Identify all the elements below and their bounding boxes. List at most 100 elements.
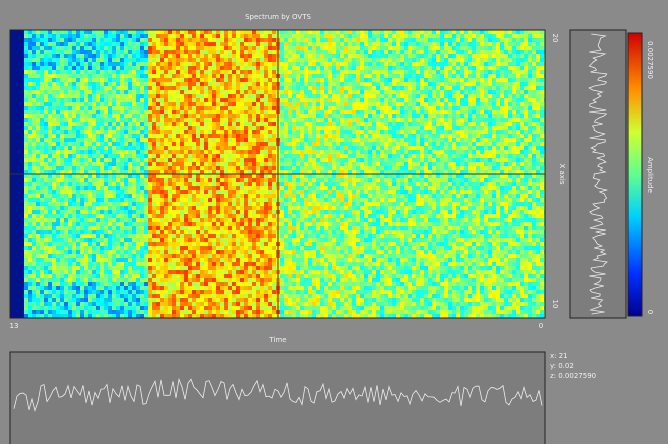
heat-cell [76,122,80,126]
heat-cell [172,94,176,98]
heat-cell [40,150,44,154]
heat-cell [540,174,544,178]
heat-cell [176,50,180,54]
heat-cell [68,78,72,82]
heat-cell [396,126,400,130]
heat-cell [24,106,28,110]
heat-cell [284,94,288,98]
heat-cell [312,82,316,86]
heat-cell [112,46,116,50]
heat-cell [144,58,148,62]
heat-cell [200,170,204,174]
heat-cell [376,170,380,174]
heat-cell [376,30,380,34]
heat-cell [352,70,356,74]
heat-cell [372,130,376,134]
heat-cell [288,78,292,82]
heat-cell [228,174,232,178]
heat-cell [304,126,308,130]
heat-cell [280,118,284,122]
heat-cell [440,74,444,78]
heat-cell [228,130,232,134]
heat-cell [388,166,392,170]
heat-cell [132,110,136,114]
heat-cell [360,94,364,98]
heat-cell [464,66,468,70]
heat-cell [208,122,212,126]
heat-cell [512,146,516,150]
heat-cell [132,178,136,182]
heat-cell [188,150,192,154]
heat-cell [188,154,192,158]
heat-cell [88,86,92,90]
heat-cell [32,138,36,142]
heat-cell [252,62,256,66]
heat-cell [288,170,292,174]
heat-cell [212,178,216,182]
heat-cell [272,50,276,54]
heat-cell [328,170,332,174]
heat-cell [36,42,40,46]
heat-cell [268,46,272,50]
heat-cell [192,58,196,62]
heat-cell [52,154,56,158]
heat-cell [376,162,380,166]
heat-cell [140,106,144,110]
heat-cell [260,142,264,146]
heat-cell [220,98,224,102]
heat-cell [512,82,516,86]
heat-cell [180,178,184,182]
heat-cell [316,178,320,182]
heat-cell [320,42,324,46]
heat-cell [72,178,76,182]
heat-cell [116,174,120,178]
heat-cell [240,174,244,178]
heat-cell [348,46,352,50]
heat-cell [492,58,496,62]
heat-cell [100,30,104,34]
heat-cell [32,158,36,162]
heat-cell [316,78,320,82]
heat-cell [104,38,108,42]
heat-cell [524,150,528,154]
heat-cell [208,54,212,58]
heat-cell [64,118,68,122]
heat-cell [308,90,312,94]
heat-cell [524,94,528,98]
heat-cell [428,174,432,178]
heat-cell [292,138,296,142]
heat-cell [304,154,308,158]
heat-cell [360,42,364,46]
heat-cell [524,174,528,178]
heat-cell [432,106,436,110]
heat-cell [424,46,428,50]
heat-cell [244,70,248,74]
heat-cell [316,166,320,170]
heat-cell [164,114,168,118]
heat-cell [180,122,184,126]
heat-cell [208,130,212,134]
heat-cell [344,42,348,46]
heat-cell [392,86,396,90]
heat-cell [244,102,248,106]
heat-cell [40,34,44,38]
heat-cell [316,162,320,166]
heat-cell [492,82,496,86]
heat-cell [236,122,240,126]
heat-cell [280,178,284,182]
heat-cell [300,74,304,78]
heat-cell [192,74,196,78]
heat-cell [448,30,452,34]
heat-cell [80,106,84,110]
heat-cell [400,58,404,62]
heat-cell [88,134,92,138]
heat-cell [464,110,468,114]
heat-cell [364,138,368,142]
heat-cell [200,154,204,158]
heat-cell [244,170,248,174]
heat-cell [492,34,496,38]
heat-cell [132,174,136,178]
heat-cell [132,170,136,174]
heat-cell [488,174,492,178]
heat-cell [512,42,516,46]
